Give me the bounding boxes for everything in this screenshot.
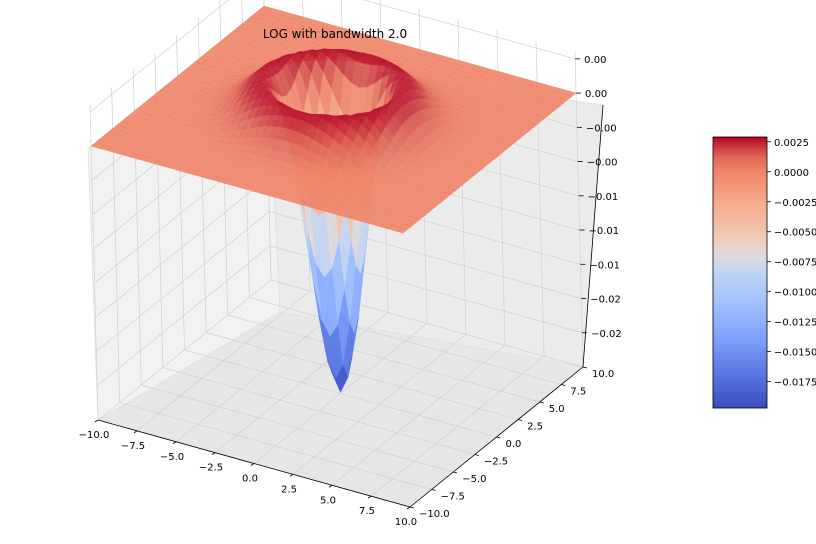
- z-tick-label: 0.00: [584, 55, 606, 66]
- colorbar-tick-label: −0.0075: [774, 258, 816, 269]
- x-tick-label: 5.0: [320, 495, 336, 506]
- y-tick-mark: [582, 366, 588, 369]
- grid-line: [96, 245, 271, 387]
- y-tick-mark: [539, 401, 544, 404]
- y-axis-ticks: −10.0 −7.5 −5.0 −2.5 0.0 2.5 5.0 7.5 10.0: [409, 366, 614, 520]
- grid-line: [227, 314, 540, 403]
- grid-line: [141, 384, 454, 473]
- grid-line: [119, 402, 432, 490]
- x-tick-label: −10.0: [79, 430, 110, 441]
- chart-title: LOG with bandwidth 2.0: [263, 27, 407, 41]
- z-tick-label: −0.02: [591, 329, 622, 340]
- x-tick-mark: [133, 430, 138, 434]
- x-axis-ticks: −10.0 −7.5 −5.0 −2.5 0.0 2.5 5.0 7.5 10.0: [79, 419, 417, 528]
- y-tick-mark: [431, 489, 436, 491]
- y-tick-label: 5.0: [549, 404, 565, 415]
- grid-line: [184, 349, 497, 438]
- colorbar-tick-label: −0.0125: [774, 318, 816, 329]
- surface-patch: [335, 364, 349, 393]
- x-tick-label: 7.5: [359, 506, 375, 517]
- y-tick-mark: [496, 436, 501, 439]
- x-tick-mark: [289, 474, 294, 477]
- colorbar: 0.0025 0.0000 −0.0025 −0.0050 −0.0075 −0.0100…: [712, 136, 816, 409]
- surface-plot: [90, 5, 577, 393]
- x-tick-mark: [406, 506, 411, 510]
- grid-line: [89, 0, 229, 113]
- grid-line: [249, 297, 562, 385]
- y-tick-label: 10.0: [592, 369, 614, 380]
- z-tick-label: −0.00: [586, 123, 617, 134]
- y-tick-mark: [453, 471, 458, 474]
- colorbar-tick-label: −0.0175: [774, 378, 816, 389]
- z-tick-label: −0.01: [589, 226, 620, 237]
- y-tick-label: −2.5: [484, 457, 508, 468]
- z-tick-label: −0.00: [587, 158, 618, 169]
- z-tick-label: 0.00: [585, 89, 607, 100]
- z-tick-label: −0.01: [588, 192, 619, 203]
- y-tick-mark: [474, 454, 479, 456]
- z-axis-line: [582, 104, 604, 368]
- surface-patch: [394, 227, 408, 234]
- z-tick-label: −0.02: [590, 295, 621, 306]
- grid-line: [362, 0, 576, 60]
- y-tick-mark: [409, 506, 415, 509]
- grid-line: [95, 177, 269, 318]
- x-tick-label: 2.5: [281, 484, 297, 495]
- y-tick-label: 0.0: [506, 439, 522, 450]
- y-tick-label: 7.5: [570, 387, 586, 398]
- x-tick-label: 10.0: [395, 517, 417, 528]
- colorbar-tick-label: 0.0000: [774, 168, 809, 179]
- colorbar-tick-label: −0.0100: [774, 288, 816, 299]
- grid-line: [89, 104, 99, 421]
- y-tick-label: −7.5: [441, 492, 465, 503]
- y-tick-mark: [518, 419, 523, 421]
- z-axis-ticks: 0.00 0.00 −0.00 −0.00 −0.01 −0.01 −0.01 −0.02 −0…: [575, 55, 622, 340]
- x-tick-label: 0.0: [242, 474, 258, 485]
- x-tick-label: −5.0: [160, 452, 184, 463]
- x-tick-mark: [367, 495, 372, 499]
- x-tick-mark: [328, 484, 333, 488]
- grid-line: [574, 51, 584, 368]
- colorbar-tick-label: −0.0150: [774, 348, 816, 359]
- x-tick-label: −2.5: [199, 463, 223, 474]
- colorbar-tick-label: −0.0025: [774, 198, 816, 209]
- x-tick-mark: [211, 452, 216, 455]
- colorbar-tick-label: 0.0025: [774, 138, 809, 149]
- y-tick-label: 2.5: [527, 422, 543, 433]
- x-tick-mark: [250, 463, 255, 466]
- colorbar-tick-label: −0.0050: [774, 228, 816, 239]
- colorbar-ticks: 0.0025 0.0000 −0.0025 −0.0050 −0.0075 −0.0100…: [767, 138, 816, 389]
- y-tick-label: −5.0: [462, 474, 486, 485]
- grid-line: [162, 367, 475, 455]
- x-tick-label: −7.5: [121, 441, 145, 452]
- grid-line: [96, 211, 270, 352]
- y-tick-label: −10.0: [419, 509, 450, 520]
- x-tick-mark: [172, 441, 177, 445]
- colorbar-gradient: [712, 136, 768, 409]
- z-tick-label: −0.01: [589, 260, 620, 271]
- x-tick-mark: [94, 419, 99, 423]
- y-tick-mark: [561, 384, 566, 386]
- grid-line: [206, 332, 519, 420]
